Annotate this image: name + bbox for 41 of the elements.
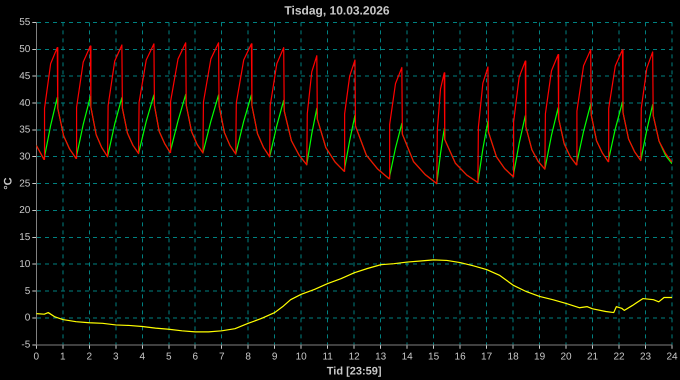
x-tick-label: 8 [245, 352, 252, 363]
x-tick-label: 24 [666, 352, 678, 363]
x-tick-label: 20 [560, 352, 572, 363]
y-tick-label: 40 [19, 98, 31, 109]
y-axis-title: °C [2, 177, 15, 190]
x-tick-label: 13 [375, 352, 387, 363]
x-tick-label: 12 [348, 352, 360, 363]
x-tick-label: 2 [86, 352, 93, 363]
x-tick-label: 1 [60, 352, 66, 363]
x-tick-label: 18 [508, 352, 520, 363]
x-tick-label: 21 [586, 352, 599, 363]
x-tick-label: 4 [139, 352, 146, 363]
y-tick-label: 30 [19, 151, 31, 162]
y-tick-label: 35 [19, 124, 31, 136]
x-tick-label: 3 [113, 352, 119, 363]
x-tick-label: 0 [34, 352, 40, 363]
x-tick-label: 6 [192, 352, 198, 363]
x-tick-label: 5 [166, 352, 172, 363]
chart-title: Tisdag, 10.03.2026 [284, 4, 390, 18]
y-tick-label: 15 [19, 232, 31, 244]
x-tick-label: 10 [296, 352, 308, 363]
y-tick-label: 10 [19, 258, 31, 270]
x-tick-label: 7 [218, 352, 225, 363]
x-tick-label: 17 [481, 352, 493, 363]
x-tick-label: 14 [402, 352, 414, 363]
y-tick-label: 0 [24, 312, 31, 324]
x-tick-label: 11 [322, 352, 334, 363]
y-tick-label: 5 [24, 286, 31, 297]
x-tick-label: 19 [534, 352, 546, 363]
y-tick-label: 50 [19, 44, 31, 56]
y-tick-label: -5 [21, 340, 31, 351]
y-tick-label: 20 [19, 205, 31, 216]
y-tick-label: 55 [19, 17, 31, 28]
y-tick-label: 25 [19, 178, 31, 190]
x-axis-title: Tid [23:59] [326, 365, 382, 378]
x-tick-label: 16 [454, 352, 466, 363]
y-tick-label: 45 [19, 70, 31, 82]
x-tick-label: 23 [640, 352, 652, 363]
x-tick-label: 9 [272, 352, 278, 363]
x-tick-label: 15 [428, 352, 440, 363]
x-tick-label: 22 [613, 352, 626, 363]
